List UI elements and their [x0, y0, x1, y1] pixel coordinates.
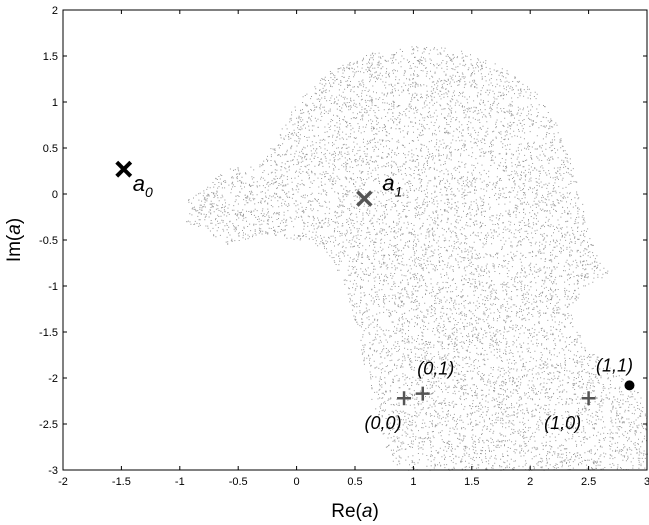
- point-markers: [115, 160, 635, 406]
- x-axis-label-prefix: Re(: [331, 501, 362, 522]
- x-tick-label: -0.5: [229, 476, 248, 488]
- y-tick-label: -2: [48, 373, 58, 385]
- x-axis-label: Re(a): [331, 501, 379, 522]
- annotation-a0: a0: [133, 171, 153, 200]
- x-tick-label: 0.5: [347, 476, 362, 488]
- x-tick-label: -1: [175, 476, 185, 488]
- x-tick-label: 3: [644, 476, 649, 488]
- x-axis-label-suffix: ): [372, 501, 378, 522]
- y-tick-label: -0.5: [39, 235, 58, 247]
- marker-p01: [415, 386, 430, 401]
- x-tick-label: 2.5: [581, 476, 596, 488]
- y-tick-label: -1: [48, 281, 58, 293]
- annotation-p00: (0,0): [365, 413, 402, 433]
- marker-p10: [581, 391, 596, 406]
- x-tick-label: 1: [410, 476, 416, 488]
- x-tick-label: 0: [294, 476, 300, 488]
- y-axis-label-var: a: [4, 224, 25, 235]
- marker-a1: [356, 190, 373, 207]
- point-annotations: a0 a1 (0,0) (0,1) (1,0) (1,1): [133, 171, 633, 434]
- annotation-a1: a1: [382, 171, 402, 200]
- x-tick-label: 2: [527, 476, 533, 488]
- x-tick-label: -2: [58, 476, 68, 488]
- y-axis-ticks: 2 1.5 1 0.5 0 -0.5 -1 -1.5 -2 -2.5 -3: [39, 5, 647, 477]
- x-axis-ticks: -2 -1.5 -1 -0.5 0 0.5 1 1.5 2 2.5 3: [58, 10, 649, 488]
- y-tick-label: 1.5: [43, 51, 58, 63]
- y-tick-label: 2: [52, 5, 58, 17]
- dot-cloud-region: [186, 46, 648, 471]
- y-tick-label: -3: [48, 465, 58, 477]
- y-axis-label-prefix: Im(: [4, 234, 25, 262]
- marker-p11: [624, 380, 635, 391]
- x-tick-label: -1.5: [112, 476, 131, 488]
- y-tick-label: -1.5: [39, 327, 58, 339]
- plot-frame: [62, 9, 648, 471]
- annotation-p11: (1,1): [596, 355, 633, 375]
- y-tick-label: 0.5: [43, 143, 58, 155]
- region-dots: [186, 46, 648, 471]
- annotation-p01: (0,1): [417, 359, 454, 379]
- y-tick-label: 0: [52, 189, 58, 201]
- y-axis-label: Im(a): [4, 218, 25, 262]
- y-tick-label: 1: [52, 97, 58, 109]
- x-axis-label-var: a: [362, 501, 373, 522]
- x-tick-label: 1.5: [464, 476, 479, 488]
- marker-a0: [115, 160, 133, 178]
- y-axis-label-suffix: ): [4, 218, 25, 224]
- marker-p00: [397, 391, 412, 406]
- y-tick-label: -2.5: [39, 419, 58, 431]
- annotation-p10: (1,0): [544, 413, 581, 433]
